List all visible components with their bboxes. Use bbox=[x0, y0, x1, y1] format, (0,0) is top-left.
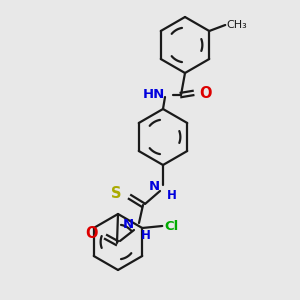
Text: S: S bbox=[112, 187, 122, 202]
Text: CH₃: CH₃ bbox=[226, 20, 247, 30]
Text: H: H bbox=[141, 229, 151, 242]
Text: H: H bbox=[167, 189, 177, 202]
Text: N: N bbox=[149, 181, 160, 194]
Text: O: O bbox=[199, 85, 211, 100]
Text: N: N bbox=[123, 218, 134, 232]
Text: O: O bbox=[85, 226, 98, 241]
Text: Cl: Cl bbox=[164, 220, 178, 232]
Text: HN: HN bbox=[143, 88, 165, 100]
